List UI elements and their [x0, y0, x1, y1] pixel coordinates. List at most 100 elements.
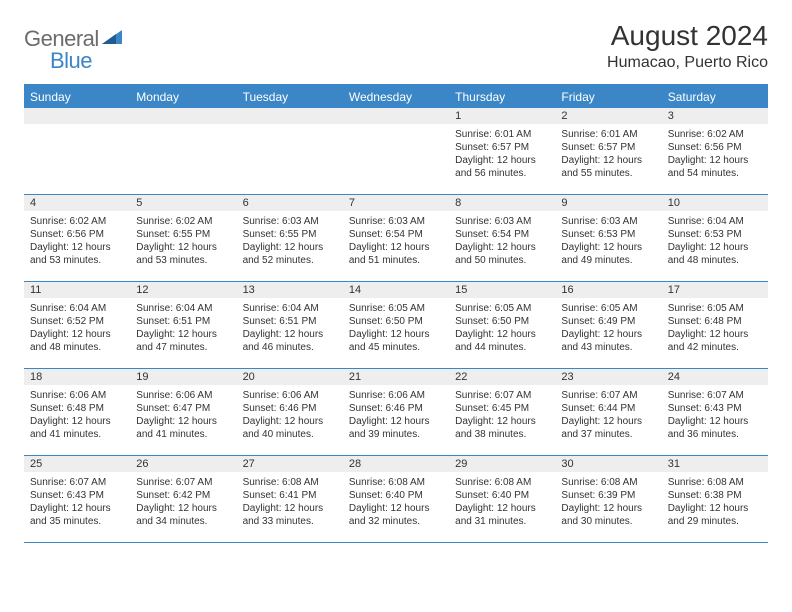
day-number: 15	[449, 282, 555, 298]
day-number	[130, 108, 236, 124]
day-details: Sunrise: 6:07 AMSunset: 6:45 PMDaylight:…	[449, 385, 555, 447]
day-cell: 4Sunrise: 6:02 AMSunset: 6:56 PMDaylight…	[24, 195, 130, 281]
weekday-label: Thursday	[449, 86, 555, 108]
day-cell: 14Sunrise: 6:05 AMSunset: 6:50 PMDayligh…	[343, 282, 449, 368]
day-number: 28	[343, 456, 449, 472]
day-details: Sunrise: 6:05 AMSunset: 6:49 PMDaylight:…	[555, 298, 661, 360]
day-number: 18	[24, 369, 130, 385]
day-cell: 19Sunrise: 6:06 AMSunset: 6:47 PMDayligh…	[130, 369, 236, 455]
day-number	[237, 108, 343, 124]
week-row: 4Sunrise: 6:02 AMSunset: 6:56 PMDaylight…	[24, 195, 768, 282]
day-number: 4	[24, 195, 130, 211]
day-number: 21	[343, 369, 449, 385]
day-number: 10	[662, 195, 768, 211]
day-number	[343, 108, 449, 124]
calendar: SundayMondayTuesdayWednesdayThursdayFrid…	[24, 86, 768, 543]
day-cell	[237, 108, 343, 194]
day-cell: 5Sunrise: 6:02 AMSunset: 6:55 PMDaylight…	[130, 195, 236, 281]
day-details: Sunrise: 6:02 AMSunset: 6:55 PMDaylight:…	[130, 211, 236, 273]
day-number: 25	[24, 456, 130, 472]
day-cell: 25Sunrise: 6:07 AMSunset: 6:43 PMDayligh…	[24, 456, 130, 542]
day-cell: 27Sunrise: 6:08 AMSunset: 6:41 PMDayligh…	[237, 456, 343, 542]
day-details: Sunrise: 6:04 AMSunset: 6:53 PMDaylight:…	[662, 211, 768, 273]
day-number: 9	[555, 195, 661, 211]
week-row: 25Sunrise: 6:07 AMSunset: 6:43 PMDayligh…	[24, 456, 768, 543]
day-details: Sunrise: 6:06 AMSunset: 6:46 PMDaylight:…	[343, 385, 449, 447]
day-cell: 10Sunrise: 6:04 AMSunset: 6:53 PMDayligh…	[662, 195, 768, 281]
day-cell: 28Sunrise: 6:08 AMSunset: 6:40 PMDayligh…	[343, 456, 449, 542]
week-row: 11Sunrise: 6:04 AMSunset: 6:52 PMDayligh…	[24, 282, 768, 369]
day-details: Sunrise: 6:03 AMSunset: 6:53 PMDaylight:…	[555, 211, 661, 273]
day-cell: 7Sunrise: 6:03 AMSunset: 6:54 PMDaylight…	[343, 195, 449, 281]
day-number: 13	[237, 282, 343, 298]
day-number	[24, 108, 130, 124]
day-details: Sunrise: 6:07 AMSunset: 6:44 PMDaylight:…	[555, 385, 661, 447]
weekday-label: Monday	[130, 86, 236, 108]
day-cell: 8Sunrise: 6:03 AMSunset: 6:54 PMDaylight…	[449, 195, 555, 281]
day-number: 16	[555, 282, 661, 298]
day-cell	[24, 108, 130, 194]
day-details: Sunrise: 6:04 AMSunset: 6:51 PMDaylight:…	[130, 298, 236, 360]
day-number: 14	[343, 282, 449, 298]
calendar-page: General August 2024 Humacao, Puerto Rico…	[0, 0, 792, 563]
weeks-container: 1Sunrise: 6:01 AMSunset: 6:57 PMDaylight…	[24, 108, 768, 543]
day-number: 20	[237, 369, 343, 385]
day-details: Sunrise: 6:02 AMSunset: 6:56 PMDaylight:…	[662, 124, 768, 186]
day-details: Sunrise: 6:07 AMSunset: 6:43 PMDaylight:…	[24, 472, 130, 534]
day-cell: 9Sunrise: 6:03 AMSunset: 6:53 PMDaylight…	[555, 195, 661, 281]
day-details: Sunrise: 6:08 AMSunset: 6:41 PMDaylight:…	[237, 472, 343, 534]
weekday-label: Friday	[555, 86, 661, 108]
day-number: 6	[237, 195, 343, 211]
day-number: 31	[662, 456, 768, 472]
day-number: 24	[662, 369, 768, 385]
weekday-row: SundayMondayTuesdayWednesdayThursdayFrid…	[24, 86, 768, 108]
day-number: 26	[130, 456, 236, 472]
day-cell: 3Sunrise: 6:02 AMSunset: 6:56 PMDaylight…	[662, 108, 768, 194]
day-cell: 21Sunrise: 6:06 AMSunset: 6:46 PMDayligh…	[343, 369, 449, 455]
day-details: Sunrise: 6:04 AMSunset: 6:51 PMDaylight:…	[237, 298, 343, 360]
title-block: August 2024 Humacao, Puerto Rico	[607, 20, 768, 72]
day-details: Sunrise: 6:05 AMSunset: 6:50 PMDaylight:…	[343, 298, 449, 360]
day-cell: 13Sunrise: 6:04 AMSunset: 6:51 PMDayligh…	[237, 282, 343, 368]
logo-text-blue: Blue	[50, 48, 92, 73]
weekday-label: Wednesday	[343, 86, 449, 108]
weekday-label: Tuesday	[237, 86, 343, 108]
day-number: 27	[237, 456, 343, 472]
day-number: 12	[130, 282, 236, 298]
day-details: Sunrise: 6:06 AMSunset: 6:46 PMDaylight:…	[237, 385, 343, 447]
day-cell: 11Sunrise: 6:04 AMSunset: 6:52 PMDayligh…	[24, 282, 130, 368]
day-details: Sunrise: 6:08 AMSunset: 6:39 PMDaylight:…	[555, 472, 661, 534]
day-cell: 6Sunrise: 6:03 AMSunset: 6:55 PMDaylight…	[237, 195, 343, 281]
day-details: Sunrise: 6:01 AMSunset: 6:57 PMDaylight:…	[449, 124, 555, 186]
day-details: Sunrise: 6:06 AMSunset: 6:48 PMDaylight:…	[24, 385, 130, 447]
day-details: Sunrise: 6:03 AMSunset: 6:54 PMDaylight:…	[343, 211, 449, 273]
day-details: Sunrise: 6:08 AMSunset: 6:38 PMDaylight:…	[662, 472, 768, 534]
day-number: 7	[343, 195, 449, 211]
day-details: Sunrise: 6:04 AMSunset: 6:52 PMDaylight:…	[24, 298, 130, 360]
month-title: August 2024	[607, 20, 768, 52]
weekday-label: Saturday	[662, 86, 768, 108]
day-number: 11	[24, 282, 130, 298]
day-cell: 24Sunrise: 6:07 AMSunset: 6:43 PMDayligh…	[662, 369, 768, 455]
week-row: 18Sunrise: 6:06 AMSunset: 6:48 PMDayligh…	[24, 369, 768, 456]
day-details: Sunrise: 6:02 AMSunset: 6:56 PMDaylight:…	[24, 211, 130, 273]
day-number: 8	[449, 195, 555, 211]
day-details: Sunrise: 6:08 AMSunset: 6:40 PMDaylight:…	[343, 472, 449, 534]
day-cell: 17Sunrise: 6:05 AMSunset: 6:48 PMDayligh…	[662, 282, 768, 368]
logo-triangle-icon	[102, 28, 122, 51]
day-cell: 18Sunrise: 6:06 AMSunset: 6:48 PMDayligh…	[24, 369, 130, 455]
day-cell: 30Sunrise: 6:08 AMSunset: 6:39 PMDayligh…	[555, 456, 661, 542]
weekday-label: Sunday	[24, 86, 130, 108]
day-number: 3	[662, 108, 768, 124]
location: Humacao, Puerto Rico	[607, 54, 768, 72]
day-number: 17	[662, 282, 768, 298]
day-details: Sunrise: 6:08 AMSunset: 6:40 PMDaylight:…	[449, 472, 555, 534]
day-details: Sunrise: 6:03 AMSunset: 6:55 PMDaylight:…	[237, 211, 343, 273]
day-details: Sunrise: 6:03 AMSunset: 6:54 PMDaylight:…	[449, 211, 555, 273]
day-cell: 31Sunrise: 6:08 AMSunset: 6:38 PMDayligh…	[662, 456, 768, 542]
header: General August 2024 Humacao, Puerto Rico	[24, 20, 768, 72]
week-row: 1Sunrise: 6:01 AMSunset: 6:57 PMDaylight…	[24, 108, 768, 195]
day-number: 1	[449, 108, 555, 124]
day-cell: 20Sunrise: 6:06 AMSunset: 6:46 PMDayligh…	[237, 369, 343, 455]
day-cell	[343, 108, 449, 194]
